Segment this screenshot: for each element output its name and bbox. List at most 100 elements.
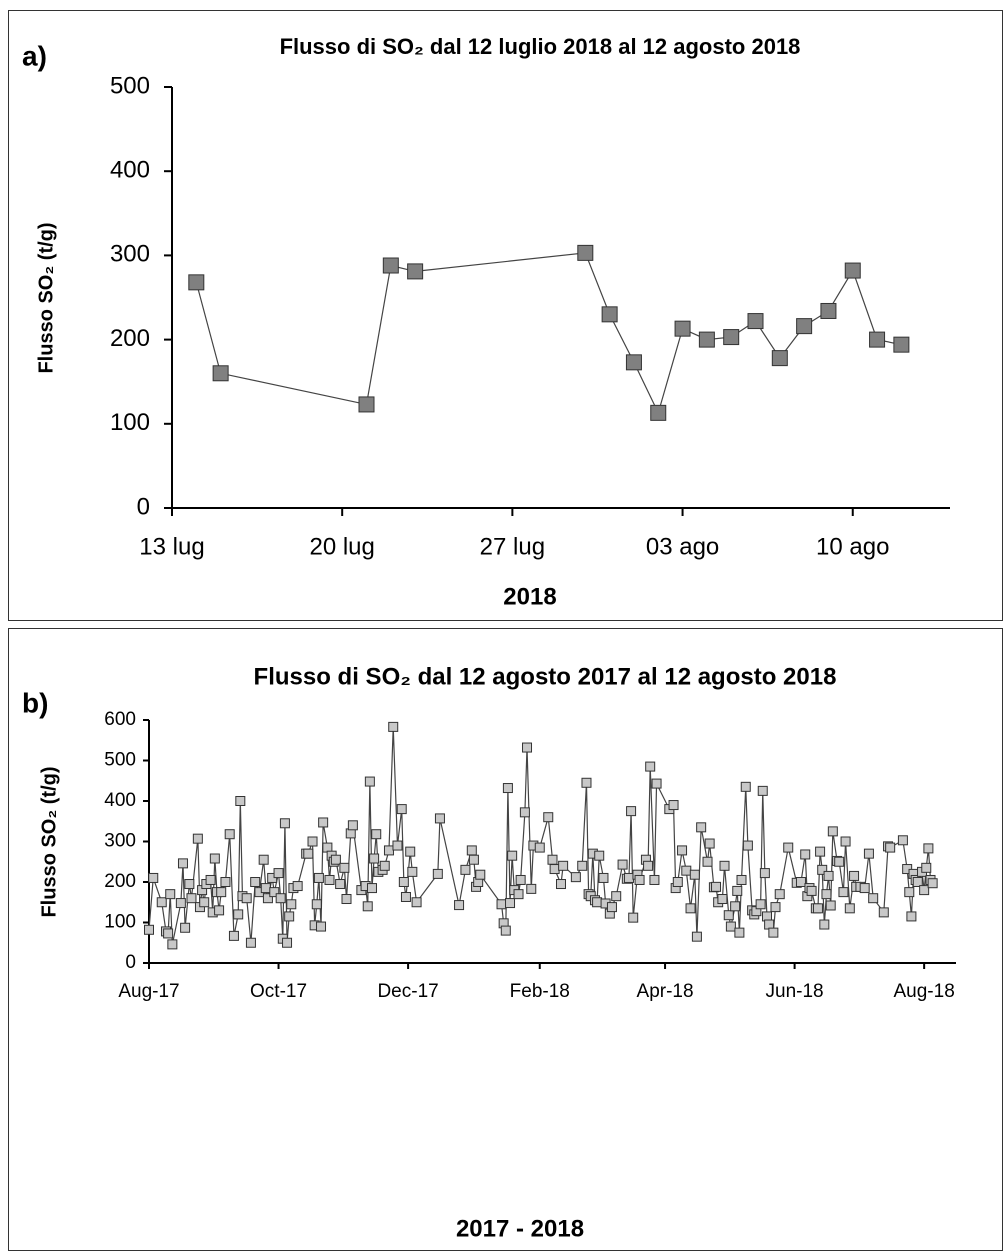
- y-tick-label: 400: [104, 790, 136, 811]
- panel-label: b): [22, 687, 48, 718]
- y-tick-label: 100: [110, 409, 150, 436]
- data-point: [795, 877, 806, 887]
- data-point: [543, 812, 554, 823]
- data-point: [405, 846, 416, 857]
- data-point: [330, 854, 341, 865]
- data-point: [383, 845, 394, 856]
- data-point: [547, 854, 558, 865]
- data-point: [742, 840, 753, 851]
- data-point: [806, 885, 817, 896]
- data-point: [702, 856, 713, 867]
- data-point: [347, 820, 358, 831]
- data-point: [747, 313, 764, 330]
- data-point: [284, 911, 295, 922]
- data-point: [719, 860, 730, 871]
- data-point: [507, 850, 518, 861]
- data-point: [286, 899, 297, 910]
- data-point: [279, 818, 290, 829]
- data-point: [369, 853, 380, 864]
- data-point: [577, 244, 594, 261]
- data-point: [685, 903, 696, 914]
- panel-frame: [8, 10, 1003, 621]
- data-point: [339, 862, 350, 873]
- data-point: [723, 329, 740, 346]
- data-point: [515, 874, 526, 885]
- data-point: [815, 846, 826, 857]
- data-point: [502, 783, 513, 794]
- data-point: [156, 897, 167, 908]
- data-point: [379, 860, 390, 871]
- data-point: [921, 862, 932, 873]
- data-point: [878, 907, 889, 918]
- data-point: [250, 877, 261, 887]
- data-point: [212, 365, 229, 382]
- data-point: [755, 899, 766, 910]
- data-point: [759, 868, 770, 879]
- data-point: [382, 257, 399, 274]
- data-point: [730, 901, 741, 912]
- y-axis-label: Flusso SO₂ (t/g): [38, 766, 60, 917]
- data-point: [581, 777, 592, 788]
- x-tick-label: 03 ago: [646, 533, 719, 560]
- data-point: [307, 836, 318, 847]
- data-point: [863, 848, 874, 859]
- x-tick-label: Jun-18: [766, 981, 824, 1002]
- data-point: [570, 872, 581, 883]
- data-point: [400, 891, 411, 902]
- data-point: [838, 887, 849, 898]
- data-point: [677, 845, 688, 856]
- data-point: [717, 894, 728, 905]
- data-point: [645, 761, 656, 772]
- data-point: [188, 274, 205, 291]
- data-point: [725, 921, 736, 932]
- data-point: [366, 883, 377, 894]
- x-tick-label: Apr-18: [637, 981, 694, 1002]
- data-point: [768, 927, 779, 938]
- data-point: [672, 877, 683, 887]
- data-point: [228, 930, 239, 941]
- panel-label: a): [22, 40, 47, 71]
- data-point: [282, 937, 293, 948]
- data-point: [496, 899, 507, 910]
- data-point: [235, 796, 246, 806]
- data-point: [144, 924, 154, 935]
- data-point: [611, 891, 622, 902]
- data-point: [148, 872, 159, 883]
- data-point: [407, 866, 418, 877]
- data-point: [674, 320, 691, 337]
- data-point: [740, 781, 751, 792]
- y-tick-label: 600: [104, 709, 136, 730]
- data-point: [796, 318, 813, 335]
- data-point: [233, 909, 244, 920]
- data-point: [649, 874, 660, 885]
- y-tick-label: 400: [110, 157, 150, 184]
- data-point: [466, 845, 477, 856]
- data-point: [827, 826, 838, 837]
- data-point: [392, 840, 403, 851]
- data-point: [362, 901, 373, 912]
- data-point: [558, 860, 569, 871]
- data-point: [214, 905, 225, 916]
- data-point: [623, 872, 634, 883]
- x-tick-label: Oct-17: [250, 981, 307, 1002]
- data-point: [358, 396, 375, 413]
- data-point: [209, 853, 220, 864]
- data-point: [519, 807, 530, 818]
- data-point: [594, 850, 605, 861]
- data-point: [260, 883, 271, 894]
- data-point: [869, 331, 886, 348]
- data-point: [821, 889, 832, 900]
- data-point: [341, 894, 352, 905]
- data-point: [269, 887, 280, 898]
- data-point: [258, 854, 269, 865]
- data-line: [195, 252, 902, 415]
- data-point: [723, 910, 734, 921]
- data-point: [180, 922, 191, 933]
- data-point: [651, 778, 662, 789]
- data-point: [732, 885, 743, 896]
- data-point: [844, 262, 861, 279]
- data-point: [555, 879, 566, 890]
- data-point: [292, 881, 303, 892]
- x-tick-label: 20 lug: [309, 533, 374, 560]
- data-point: [522, 742, 533, 753]
